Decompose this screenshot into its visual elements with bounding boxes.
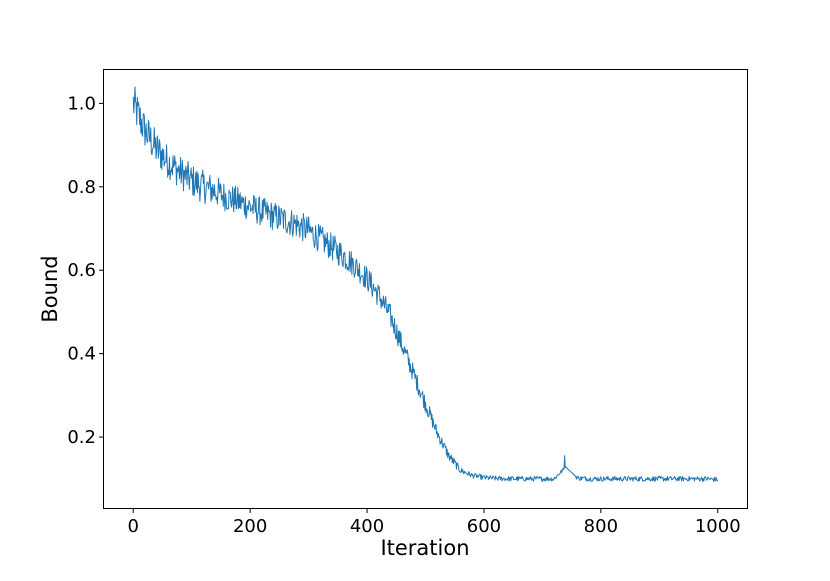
y-tick-label: 0.2: [67, 427, 96, 448]
plot-frame: [103, 69, 748, 509]
y-axis: 0.2 0.4 0.6 0.8 1.0: [67, 93, 104, 448]
x-tick-label: 0: [128, 516, 139, 537]
y-tick-label: 0.8: [67, 177, 96, 198]
x-tick-label: 600: [467, 516, 501, 537]
series-line: [132, 86, 719, 482]
x-axis-title: Iteration: [380, 536, 469, 560]
y-axis-title: Bound: [38, 255, 62, 322]
series-layer: [132, 86, 719, 482]
x-tick-label: 200: [233, 516, 267, 537]
x-tick-label: 400: [350, 516, 384, 537]
y-tick-label: 1.0: [67, 93, 96, 114]
x-tick-label: 800: [584, 516, 618, 537]
x-tick-label: 1000: [695, 516, 741, 537]
x-axis: 0 200 400 600 800 1000: [128, 508, 741, 537]
y-tick-label: 0.6: [67, 260, 96, 281]
y-tick-label: 0.4: [67, 344, 96, 365]
